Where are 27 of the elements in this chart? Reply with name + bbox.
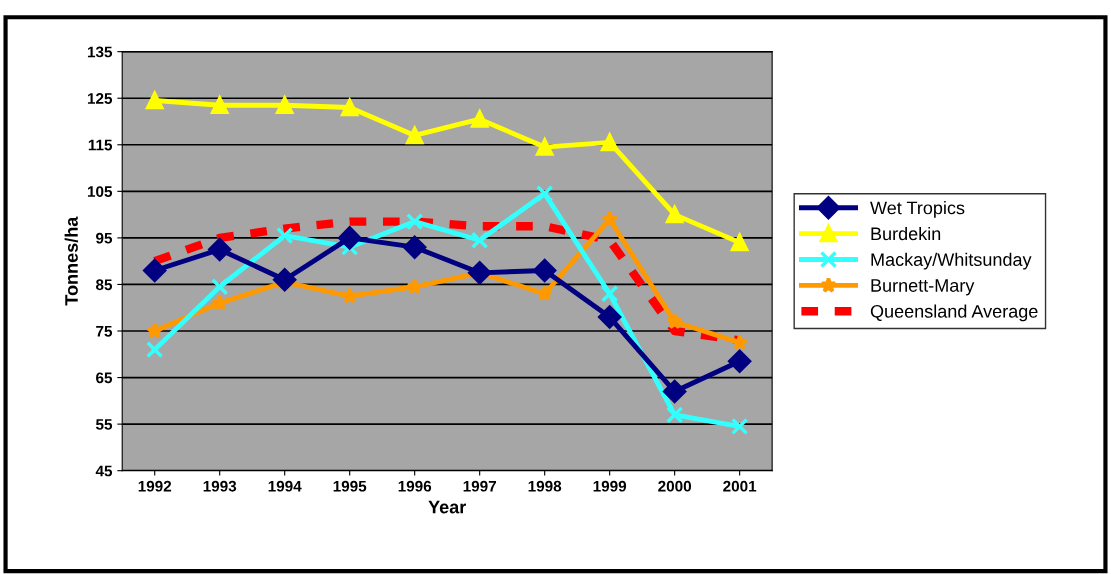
legend-label: Wet Tropics [870, 201, 965, 218]
x-tick-label: 1992 [138, 480, 172, 492]
x-tick-label: 1996 [398, 480, 432, 492]
y-tick-label: 85 [95, 279, 113, 291]
x-tick-label: 1994 [268, 480, 302, 492]
x-tick-label: 1999 [593, 480, 627, 492]
x-tick-label: 1993 [203, 480, 237, 492]
legend-label: Burdekin [871, 226, 941, 241]
y-tick-label: 45 [95, 465, 113, 477]
y-tick-label: 135 [87, 46, 113, 58]
x-tick-label: 2000 [658, 480, 692, 492]
y-tick-label: 115 [88, 139, 113, 151]
x-axis-title: Year [428, 500, 466, 514]
legend-label: Mackay/Whitsunday [871, 252, 1032, 270]
y-tick-label: 75 [96, 326, 113, 337]
legend-label: Queensland Average [870, 304, 1038, 322]
y-tick-label: 125 [87, 93, 113, 104]
legend-label: Burnett-Mary [871, 279, 975, 296]
y-tick-label: 95 [96, 232, 113, 244]
y-axis-title: Tonnes/ha [64, 216, 79, 306]
x-tick-label: 1998 [528, 480, 562, 492]
y-tick-label: 65 [96, 372, 113, 384]
y-tick-label: 105 [87, 186, 113, 198]
x-tick-label: 1997 [463, 480, 496, 492]
y-tick-label: 55 [95, 419, 113, 430]
x-tick-label: 2001 [723, 480, 757, 492]
x-tick-label: 1995 [333, 480, 367, 492]
